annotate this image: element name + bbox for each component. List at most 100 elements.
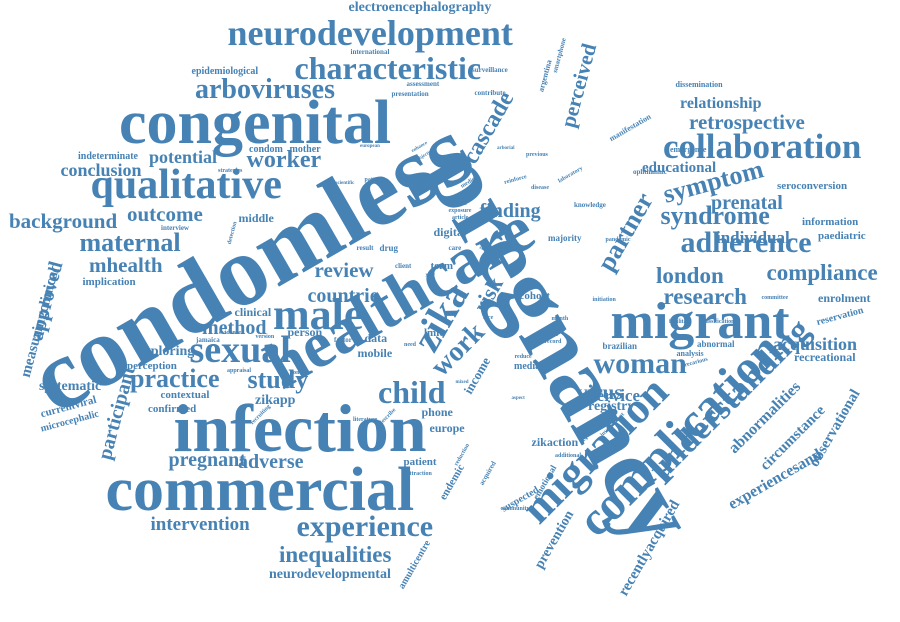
cloud-word: research	[664, 285, 747, 308]
cloud-word: surveillance	[472, 67, 508, 74]
cloud-word: ophthalmic	[633, 169, 667, 176]
cloud-word: attraction	[407, 471, 432, 477]
cloud-word: systematic	[39, 380, 101, 394]
cloud-word: pregnant	[169, 450, 246, 470]
cloud-word: experience	[297, 512, 434, 542]
cloud-word: compliance	[767, 261, 878, 284]
cloud-word: woman	[594, 349, 687, 379]
cloud-word: arborial	[497, 146, 515, 151]
cloud-word: background	[9, 211, 117, 232]
cloud-word: digital	[434, 226, 467, 238]
cloud-word: strategies	[218, 168, 242, 174]
cloud-word: amulticentre	[397, 539, 433, 591]
cloud-word: contextual	[161, 390, 210, 401]
cloud-word: evidence	[219, 330, 241, 336]
cloud-word: endemic	[438, 462, 467, 501]
cloud-word: international	[351, 49, 390, 56]
cloud-word: condom	[249, 145, 283, 155]
cloud-word: exploring	[138, 345, 195, 359]
cloud-word: european	[360, 144, 380, 149]
cloud-word: initiation	[593, 297, 616, 303]
cloud-word: interview	[161, 225, 189, 232]
cloud-word: reservation	[816, 306, 865, 328]
cloud-word: knowledge	[574, 202, 606, 209]
cloud-word: abnormal	[697, 340, 735, 349]
cloud-word: jamaica	[196, 337, 220, 344]
cloud-word: presentation	[392, 91, 429, 98]
cloud-word: argentina	[537, 59, 553, 93]
cloud-word: spain	[480, 246, 491, 251]
cloud-word: neurodevelopmental	[269, 568, 391, 582]
cloud-word: enrolment	[818, 292, 870, 304]
cloud-word: countrie	[308, 286, 379, 306]
cloud-word: brazilian	[603, 342, 638, 351]
cloud-word: outcome	[127, 204, 203, 225]
cloud-word: relationship	[680, 96, 762, 112]
cloud-word: year	[426, 273, 435, 278]
cloud-word: adverse	[238, 452, 304, 472]
cloud-word: data	[365, 332, 388, 344]
cloud-word: exposure	[449, 208, 472, 214]
cloud-word: paediatric	[818, 231, 866, 242]
cloud-word: potential	[149, 148, 217, 166]
cloud-word: review	[315, 260, 374, 281]
cloud-word: face	[483, 315, 493, 321]
cloud-word: reduction	[453, 443, 470, 467]
cloud-word: pandemic	[606, 237, 631, 243]
cloud-word: need	[404, 342, 416, 348]
cloud-word: emergence	[670, 146, 706, 154]
cloud-word: cohort	[520, 291, 551, 302]
cloud-word: theme	[540, 331, 558, 338]
cloud-word: laboratory	[557, 166, 584, 185]
cloud-word: person	[288, 326, 323, 338]
cloud-word: literature	[353, 417, 377, 423]
cloud-word: additional	[555, 453, 581, 459]
cloud-word: inequalities	[279, 543, 391, 566]
cloud-word: drug	[380, 244, 399, 253]
cloud-word: zikaction	[532, 436, 579, 448]
cloud-word: appraisal	[227, 368, 251, 374]
cloud-word: indeterminate	[78, 152, 138, 162]
cloud-word: context	[291, 370, 310, 376]
cloud-word: assessment	[407, 81, 440, 88]
cloud-word: mother	[290, 145, 321, 155]
cloud-word: record	[545, 339, 562, 345]
cloud-word: median	[514, 362, 546, 372]
cloud-word: factor	[334, 337, 352, 344]
cloud-word: acquired	[479, 460, 498, 486]
cloud-word: finding	[480, 201, 541, 221]
cloud-word: majority	[548, 234, 582, 243]
cloud-word: perception	[127, 361, 177, 372]
cloud-word: implication	[83, 277, 136, 288]
cloud-word: lmic	[424, 328, 444, 339]
cloud-word: result	[357, 245, 374, 252]
cloud-word: epidemiological	[192, 67, 259, 77]
cloud-word: perceived	[558, 41, 601, 129]
cloud-word: child	[378, 376, 446, 408]
cloud-word: scientific	[336, 181, 355, 186]
cloud-word: contribute	[475, 90, 506, 97]
cloud-word: article	[452, 215, 468, 221]
cloud-word: previous	[526, 152, 548, 158]
cloud-word: intervention	[151, 515, 250, 534]
cloud-word: conclusion	[61, 161, 142, 179]
cloud-word: dissemination	[676, 81, 723, 89]
cloud-word: electroencephalography	[349, 1, 492, 15]
cloud-word: mixed	[456, 380, 469, 385]
cloud-word: smartphone	[552, 37, 568, 73]
cloud-word: month	[552, 316, 569, 322]
cloud-word: registry	[588, 400, 634, 414]
cloud-word: clinical	[235, 306, 272, 318]
cloud-word: version	[256, 334, 275, 340]
cloud-word: analysis	[677, 350, 704, 358]
cloud-word: middle	[239, 212, 274, 224]
cloud-word: information	[802, 217, 858, 228]
cloud-word: client	[395, 263, 411, 270]
cloud-word: patient	[404, 457, 437, 468]
cloud-word: prenatal	[711, 193, 783, 213]
cloud-word: london	[656, 264, 724, 287]
cloud-word: europe	[430, 422, 465, 434]
cloud-word: seroconversion	[777, 181, 847, 192]
cloud-word: reduce	[515, 354, 532, 360]
